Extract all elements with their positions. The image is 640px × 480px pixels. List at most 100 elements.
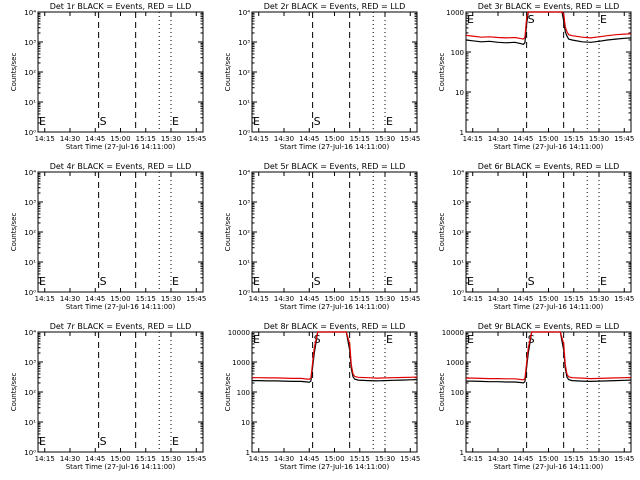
x-tick-label: 14:45 xyxy=(513,295,533,303)
y-tick-label: 10³ xyxy=(238,39,250,47)
panel-title: Det 7r BLACK = Events, RED = LLD xyxy=(50,322,192,331)
marker-label: S xyxy=(528,13,535,26)
y-tick-label: 10¹ xyxy=(24,99,36,107)
y-tick-label: 10⁴ xyxy=(24,329,36,337)
x-tick-label: 15:15 xyxy=(136,135,156,143)
marker-label: S xyxy=(314,333,321,346)
panel-7: Det 7r BLACK = Events, RED = LLD 14:15 14:… xyxy=(10,322,206,471)
x-tick-label: 14:45 xyxy=(299,295,319,303)
x-tick-label: 14:45 xyxy=(299,455,319,463)
plot-frame xyxy=(465,11,632,133)
x-axis-label: Start Time (27-Jul-16 14:11:00) xyxy=(280,143,390,151)
plot-frame xyxy=(37,11,204,133)
y-tick-label: 10⁰ xyxy=(24,449,36,457)
x-tick-label: 14:15 xyxy=(463,135,483,143)
marker-label: E xyxy=(467,13,474,26)
marker-label: S xyxy=(100,275,107,288)
x-tick-label: 14:15 xyxy=(249,295,269,303)
panel-8: Det 8r BLACK = Events, RED = LLD 14:15 14:… xyxy=(224,322,420,471)
y-tick-label: 10³ xyxy=(24,39,36,47)
y-tick-label: 10² xyxy=(238,69,250,77)
x-tick-label: 15:00 xyxy=(110,135,130,143)
marker-label: S xyxy=(100,115,107,128)
x-tick-label: 14:45 xyxy=(299,135,319,143)
x-tick-label: 15:00 xyxy=(324,295,344,303)
y-tick-label: 10² xyxy=(452,229,464,237)
marker-label: E xyxy=(172,115,179,128)
x-axis-label: Start Time (27-Jul-16 14:11:00) xyxy=(280,463,390,471)
x-tick-label: 14:30 xyxy=(60,295,80,303)
marker-label: E xyxy=(467,333,474,346)
panel-title: Det 9r BLACK = Events, RED = LLD xyxy=(478,322,620,331)
y-tick-label: 10⁰ xyxy=(452,289,464,297)
x-tick-label: 14:30 xyxy=(274,455,294,463)
marker-label: S xyxy=(314,115,321,128)
series-line-lld xyxy=(466,331,632,381)
x-tick-label: 14:15 xyxy=(463,295,483,303)
x-axis-label: Start Time (27-Jul-16 14:11:00) xyxy=(494,463,604,471)
x-tick-label: 14:15 xyxy=(249,135,269,143)
x-tick-label: 14:15 xyxy=(249,455,269,463)
y-tick-label: 1 xyxy=(246,449,250,457)
x-tick-label: 15:15 xyxy=(564,295,584,303)
y-tick-label: 10000 xyxy=(442,329,464,337)
y-tick-label: 10⁰ xyxy=(24,129,36,137)
marker-label: E xyxy=(386,115,393,128)
x-tick-label: 15:00 xyxy=(110,455,130,463)
y-tick-label: 10³ xyxy=(24,199,36,207)
y-tick-label: 1000 xyxy=(446,359,464,367)
x-tick-label: 14:30 xyxy=(60,135,80,143)
y-tick-label: 10⁴ xyxy=(452,169,464,177)
panel-title: Det 3r BLACK = Events, RED = LLD xyxy=(478,2,620,11)
marker-label: S xyxy=(314,275,321,288)
y-tick-label: 1 xyxy=(460,449,464,457)
x-tick-label: 14:45 xyxy=(513,135,533,143)
x-axis-label: Start Time (27-Jul-16 14:11:00) xyxy=(66,463,176,471)
x-tick-label: 15:45 xyxy=(186,455,206,463)
x-tick-label: 15:45 xyxy=(400,295,420,303)
y-tick-label: 10³ xyxy=(452,199,464,207)
x-tick-label: 14:45 xyxy=(85,295,105,303)
y-tick-label: 10¹ xyxy=(452,259,464,267)
x-tick-label: 15:15 xyxy=(136,295,156,303)
x-tick-label: 15:30 xyxy=(589,455,609,463)
panel-9: Det 9r BLACK = Events, RED = LLD 14:15 14:… xyxy=(438,322,634,471)
y-tick-label: 10⁰ xyxy=(238,289,250,297)
x-tick-label: 14:15 xyxy=(463,455,483,463)
x-tick-label: 14:30 xyxy=(274,135,294,143)
panel-4: Det 4r BLACK = Events, RED = LLD 14:15 14:… xyxy=(10,162,206,311)
x-axis-label: Start Time (27-Jul-16 14:11:00) xyxy=(494,143,604,151)
x-tick-label: 14:30 xyxy=(60,455,80,463)
x-tick-label: 15:30 xyxy=(375,455,395,463)
x-tick-label: 14:45 xyxy=(85,455,105,463)
panel-1: Det 1r BLACK = Events, RED = LLD 14:15 14:… xyxy=(10,2,206,151)
x-tick-label: 15:45 xyxy=(614,135,634,143)
x-tick-label: 15:30 xyxy=(161,135,181,143)
x-tick-label: 14:15 xyxy=(35,455,55,463)
y-tick-label: 10¹ xyxy=(24,259,36,267)
x-tick-label: 15:00 xyxy=(538,295,558,303)
plot-frame xyxy=(37,331,204,453)
panel-title: Det 1r BLACK = Events, RED = LLD xyxy=(50,2,192,11)
y-tick-label: 10 xyxy=(455,89,464,97)
x-tick-label: 15:00 xyxy=(110,295,130,303)
marker-label: E xyxy=(253,333,260,346)
y-tick-label: 10¹ xyxy=(238,259,250,267)
y-axis-label: Counts/sec xyxy=(438,213,446,252)
y-tick-label: 10¹ xyxy=(24,419,36,427)
x-tick-label: 15:30 xyxy=(589,135,609,143)
x-axis-label: Start Time (27-Jul-16 14:11:00) xyxy=(494,303,604,311)
plot-frame xyxy=(37,171,204,293)
marker-label: E xyxy=(253,275,260,288)
panel-title: Det 5r BLACK = Events, RED = LLD xyxy=(264,162,406,171)
x-tick-label: 15:00 xyxy=(324,455,344,463)
x-tick-label: 14:45 xyxy=(85,135,105,143)
y-tick-label: 1000 xyxy=(446,9,464,17)
x-tick-label: 14:30 xyxy=(488,295,508,303)
x-tick-label: 15:30 xyxy=(161,455,181,463)
panel-title: Det 2r BLACK = Events, RED = LLD xyxy=(264,2,406,11)
marker-label: E xyxy=(386,275,393,288)
marker-label: S xyxy=(100,435,107,448)
series-line-lld xyxy=(252,331,418,380)
x-tick-label: 15:15 xyxy=(564,455,584,463)
